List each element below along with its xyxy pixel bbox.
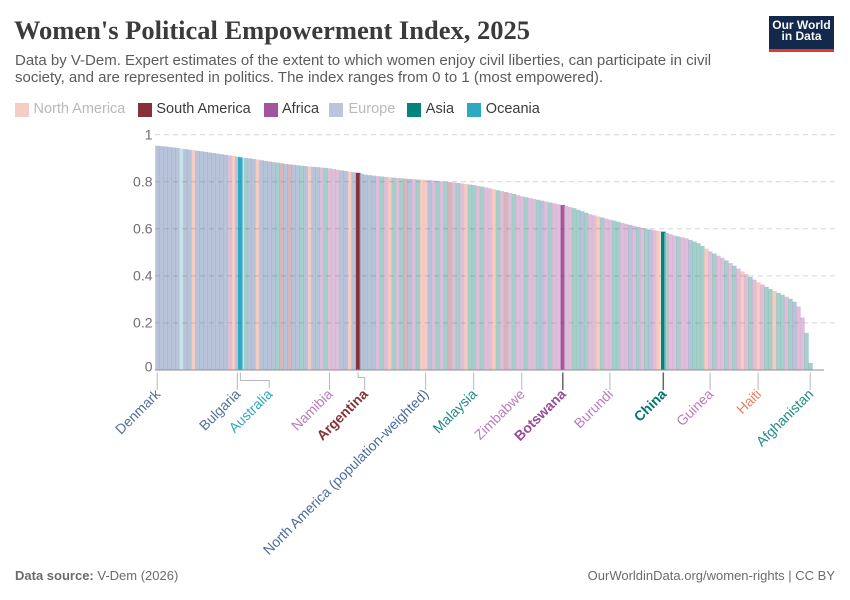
- svg-text:0.4: 0.4: [133, 268, 153, 284]
- svg-text:China: China: [631, 386, 670, 425]
- svg-text:0.2: 0.2: [133, 315, 153, 331]
- svg-text:Burundi: Burundi: [571, 386, 616, 431]
- svg-text:Denmark: Denmark: [112, 385, 164, 437]
- svg-text:Malaysia: Malaysia: [429, 386, 480, 437]
- svg-text:0.6: 0.6: [133, 221, 153, 237]
- svg-text:Guinea: Guinea: [673, 386, 716, 429]
- svg-text:0.8: 0.8: [133, 174, 153, 190]
- svg-text:1: 1: [145, 126, 153, 142]
- svg-text:0: 0: [145, 359, 153, 375]
- svg-text:Haiti: Haiti: [733, 386, 764, 417]
